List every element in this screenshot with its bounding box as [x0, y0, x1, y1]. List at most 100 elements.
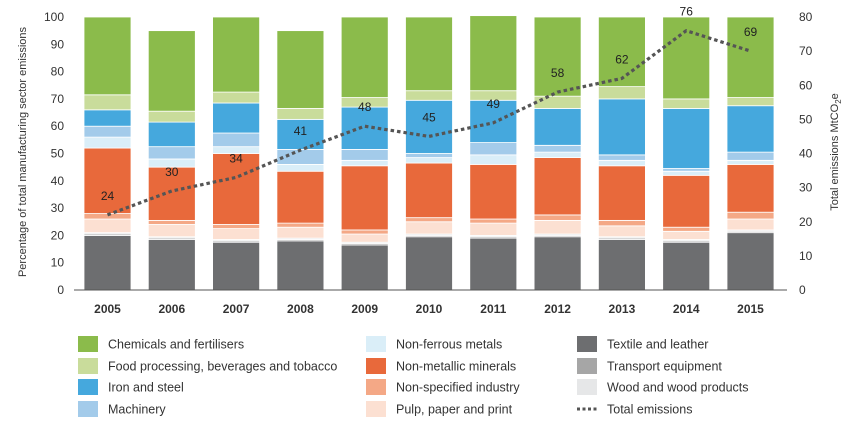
total-emissions-label-2012: 58 — [551, 66, 565, 80]
legend-label-textile-and-leather: Textile and leather — [607, 338, 708, 352]
bar-non-metallic-minerals-2011 — [469, 164, 518, 220]
legend-label-machinery: Machinery — [108, 403, 166, 417]
bar-textile-and-leather-2015 — [726, 232, 775, 291]
bar-pulp-paper-and-print-2009 — [340, 233, 389, 243]
bar-non-ferrous-metals-2012 — [533, 151, 582, 158]
total-emissions-label-2007: 34 — [229, 151, 243, 165]
y-tick-label: 20 — [51, 228, 65, 242]
y-tick-label: 90 — [51, 37, 65, 51]
x-tick-label-2010: 2010 — [416, 302, 443, 316]
legend-swatch-pulp-paper-and-print — [366, 401, 386, 417]
bar-non-ferrous-metals-2015 — [726, 159, 775, 165]
bar-textile-and-leather-2013 — [598, 239, 646, 291]
total-emissions-label-2010: 45 — [422, 110, 436, 124]
bar-stack-group — [83, 15, 775, 291]
bar-non-metallic-minerals-2009 — [340, 165, 389, 231]
y-tick-label: 10 — [51, 256, 65, 270]
bar-food-processing-beverages-and-tobacco-2008 — [276, 108, 325, 120]
bar-pulp-paper-and-print-2013 — [598, 225, 646, 238]
bar-machinery-2006 — [147, 146, 196, 160]
bar-non-metallic-minerals-2013 — [598, 165, 646, 221]
bar-pulp-paper-and-print-2005 — [83, 218, 132, 234]
y2-axis-label-main: Total emissions MtCO — [829, 103, 841, 210]
legend: Chemicals and fertilisers Food processing… — [78, 336, 749, 417]
legend-label-iron-and-steel: Iron and steel — [108, 381, 184, 395]
bar-textile-and-leather-2012 — [533, 236, 582, 291]
x-tick-label-2009: 2009 — [351, 302, 378, 316]
y2-tick-label: 70 — [799, 44, 813, 58]
total-emissions-label-2006: 30 — [165, 165, 179, 179]
x-tick-label-2005: 2005 — [94, 302, 121, 316]
y2-axis-label-subscript: 2 — [834, 99, 843, 104]
bar-iron-and-steel-2008 — [276, 118, 325, 150]
y2-tick-label: 0 — [799, 283, 806, 297]
bar-food-processing-beverages-and-tobacco-2006 — [147, 110, 196, 123]
x-tick-label-2011: 2011 — [480, 302, 506, 316]
bar-food-processing-beverages-and-tobacco-2014 — [662, 98, 711, 109]
x-tick-label-2006: 2006 — [158, 302, 185, 316]
bar-non-specified-industry-2015 — [726, 211, 775, 220]
y2-axis-label: Total emissions MtCO2e — [829, 93, 843, 211]
legend-swatch-iron-and-steel — [78, 379, 98, 395]
bar-chemicals-and-fertilisers-2011 — [469, 15, 518, 92]
bar-textile-and-leather-2009 — [340, 244, 389, 291]
bar-chemicals-and-fertilisers-2009 — [340, 16, 389, 98]
bar-non-specified-industry-2009 — [340, 229, 389, 235]
bar-non-metallic-minerals-2010 — [405, 162, 453, 219]
bar-non-metallic-minerals-2015 — [726, 164, 775, 213]
x-tick-label-2012: 2012 — [544, 302, 571, 316]
axes-group: 0 10 20 30 40 50 60 70 80 90 100 0 10 20 30 40 50 60 70 80 2… — [44, 10, 813, 316]
bar-chemicals-and-fertilisers-2008 — [276, 30, 325, 109]
legend-swatch-non-metallic-minerals — [366, 358, 386, 374]
bar-textile-and-leather-2006 — [147, 239, 196, 291]
bar-non-ferrous-metals-2008 — [276, 164, 325, 172]
bar-food-processing-beverages-and-tobacco-2015 — [726, 97, 775, 107]
bar-iron-and-steel-2014 — [662, 108, 711, 169]
legend-label-transport-equipment: Transport equipment — [607, 360, 722, 374]
bar-machinery-2007 — [212, 132, 261, 148]
legend-label-non-metallic-minerals: Non-metallic minerals — [396, 360, 516, 374]
total-emissions-line — [106, 29, 751, 217]
legend-label-food-processing-beverages-and-tobacco: Food processing, beverages and tobacco — [108, 360, 337, 374]
bar-non-ferrous-metals-2005 — [83, 136, 132, 149]
x-tick-label-2013: 2013 — [609, 302, 636, 316]
legend-swatch-non-specified-industry — [366, 379, 386, 395]
legend-swatch-transport-equipment — [577, 358, 597, 374]
bar-non-ferrous-metals-2013 — [598, 159, 646, 167]
bar-food-processing-beverages-and-tobacco-2007 — [212, 91, 261, 104]
bar-machinery-2015 — [726, 151, 775, 161]
bar-non-specified-industry-2008 — [276, 222, 325, 228]
bar-pulp-paper-and-print-2012 — [533, 219, 582, 235]
bar-food-processing-beverages-and-tobacco-2013 — [598, 86, 646, 100]
bar-iron-and-steel-2013 — [598, 98, 646, 156]
legend-swatch-machinery — [78, 401, 98, 417]
bar-iron-and-steel-2012 — [533, 108, 582, 146]
bar-food-processing-beverages-and-tobacco-2010 — [405, 90, 453, 101]
bar-non-metallic-minerals-2008 — [276, 170, 325, 224]
bar-chemicals-and-fertilisers-2012 — [533, 16, 582, 97]
bar-chemicals-and-fertilisers-2005 — [83, 16, 132, 96]
bar-non-metallic-minerals-2014 — [662, 174, 711, 228]
bar-chemicals-and-fertilisers-2015 — [726, 16, 775, 98]
y-tick-label: 40 — [51, 174, 65, 188]
y-tick-label: 60 — [51, 119, 65, 133]
bar-chemicals-and-fertilisers-2010 — [405, 16, 453, 92]
y-tick-label: 100 — [44, 10, 64, 24]
y-tick-label: 0 — [57, 283, 64, 297]
bar-machinery-2009 — [340, 149, 389, 161]
bar-textile-and-leather-2007 — [212, 241, 261, 291]
y2-tick-label: 60 — [799, 78, 813, 92]
bar-machinery-2012 — [533, 144, 582, 153]
bar-iron-and-steel-2015 — [726, 105, 775, 153]
bar-pulp-paper-and-print-2007 — [212, 228, 261, 240]
bar-non-metallic-minerals-2007 — [212, 153, 261, 225]
y2-tick-label: 10 — [799, 249, 813, 263]
bar-pulp-paper-and-print-2015 — [726, 218, 775, 231]
y2-tick-label: 30 — [799, 181, 813, 195]
total-emissions-label-2013: 62 — [615, 52, 629, 66]
y-tick-label: 80 — [51, 65, 65, 79]
bar-textile-and-leather-2011 — [469, 237, 518, 291]
x-tick-label-2014: 2014 — [673, 302, 700, 316]
total-emissions-label-2011: 49 — [487, 97, 501, 111]
